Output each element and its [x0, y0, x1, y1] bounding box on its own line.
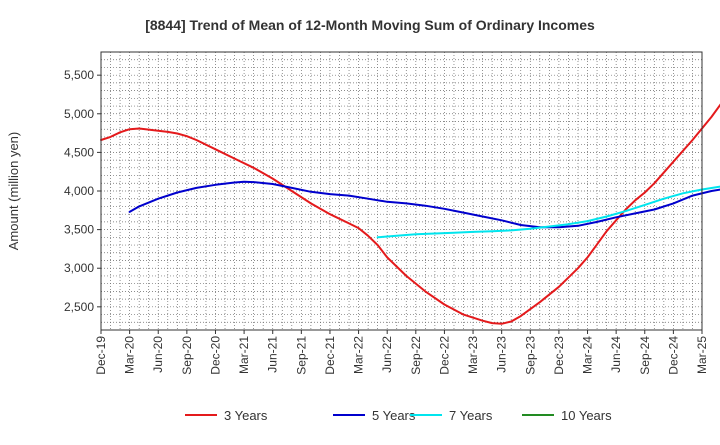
series-line-7-years [376, 185, 720, 239]
x-tick-label: Dec-24 [666, 336, 680, 375]
legend-item-5-years: 5 Years [333, 408, 416, 423]
legend-item-3-years: 3 Years [185, 408, 268, 423]
legend-label: 7 Years [449, 408, 493, 423]
series-line-5-years [128, 180, 720, 229]
x-tick-label: Sep-24 [638, 336, 652, 375]
x-tick-label: Dec-22 [437, 336, 451, 375]
legend-item-10-years: 10 Years [522, 408, 612, 423]
legend-label: 3 Years [224, 408, 268, 423]
y-tick-label: 3,500 [64, 223, 94, 237]
x-axis-ticks: Dec-19 Mar-20 Jun-20 Sep-20 Dec-20 Mar-21 Jun-… [94, 330, 709, 375]
y-tick-label: 5,000 [64, 107, 94, 121]
legend-label: 10 Years [561, 408, 612, 423]
y-tick-label: 3,000 [64, 261, 94, 275]
series-lines [100, 103, 720, 325]
y-tick-label: 2,500 [64, 300, 94, 314]
x-tick-label: Jun-24 [609, 336, 623, 373]
legend-label: 5 Years [372, 408, 416, 423]
x-tick-label: Dec-21 [323, 336, 337, 375]
series-line-3-years [100, 103, 720, 325]
x-tick-label: Dec-20 [208, 336, 222, 375]
grid [101, 52, 702, 330]
x-tick-label: Mar-20 [123, 336, 137, 374]
x-tick-label: Sep-21 [294, 336, 308, 375]
x-tick-label: Jun-21 [266, 336, 280, 373]
legend: 3 Years 5 Years 7 Years 10 Years [185, 408, 612, 423]
x-tick-label: Dec-19 [94, 336, 108, 375]
y-tick-label: 5,500 [64, 68, 94, 82]
x-tick-label: Jun-22 [380, 336, 394, 373]
x-tick-label: Sep-22 [409, 336, 423, 375]
x-tick-label: Dec-23 [552, 336, 566, 375]
x-tick-label: Mar-23 [466, 336, 480, 374]
x-tick-label: Mar-25 [695, 336, 709, 374]
y-tick-label: 4,000 [64, 184, 94, 198]
chart-title: [8844] Trend of Mean of 12-Month Moving … [145, 17, 595, 33]
x-tick-label: Mar-24 [581, 336, 595, 374]
y-axis-label: Amount (million yen) [6, 132, 21, 251]
x-tick-label: Mar-21 [237, 336, 251, 374]
x-tick-label: Sep-20 [180, 336, 194, 375]
y-tick-label: 4,500 [64, 145, 94, 159]
x-tick-label: Jun-20 [151, 336, 165, 373]
y-axis-ticks: 2,500 3,000 3,500 4,000 4,500 5,000 5,500 [64, 68, 101, 314]
x-tick-label: Sep-23 [523, 336, 537, 375]
x-tick-label: Mar-22 [352, 336, 366, 374]
x-tick-label: Jun-23 [495, 336, 509, 373]
legend-item-7-years: 7 Years [410, 408, 493, 423]
